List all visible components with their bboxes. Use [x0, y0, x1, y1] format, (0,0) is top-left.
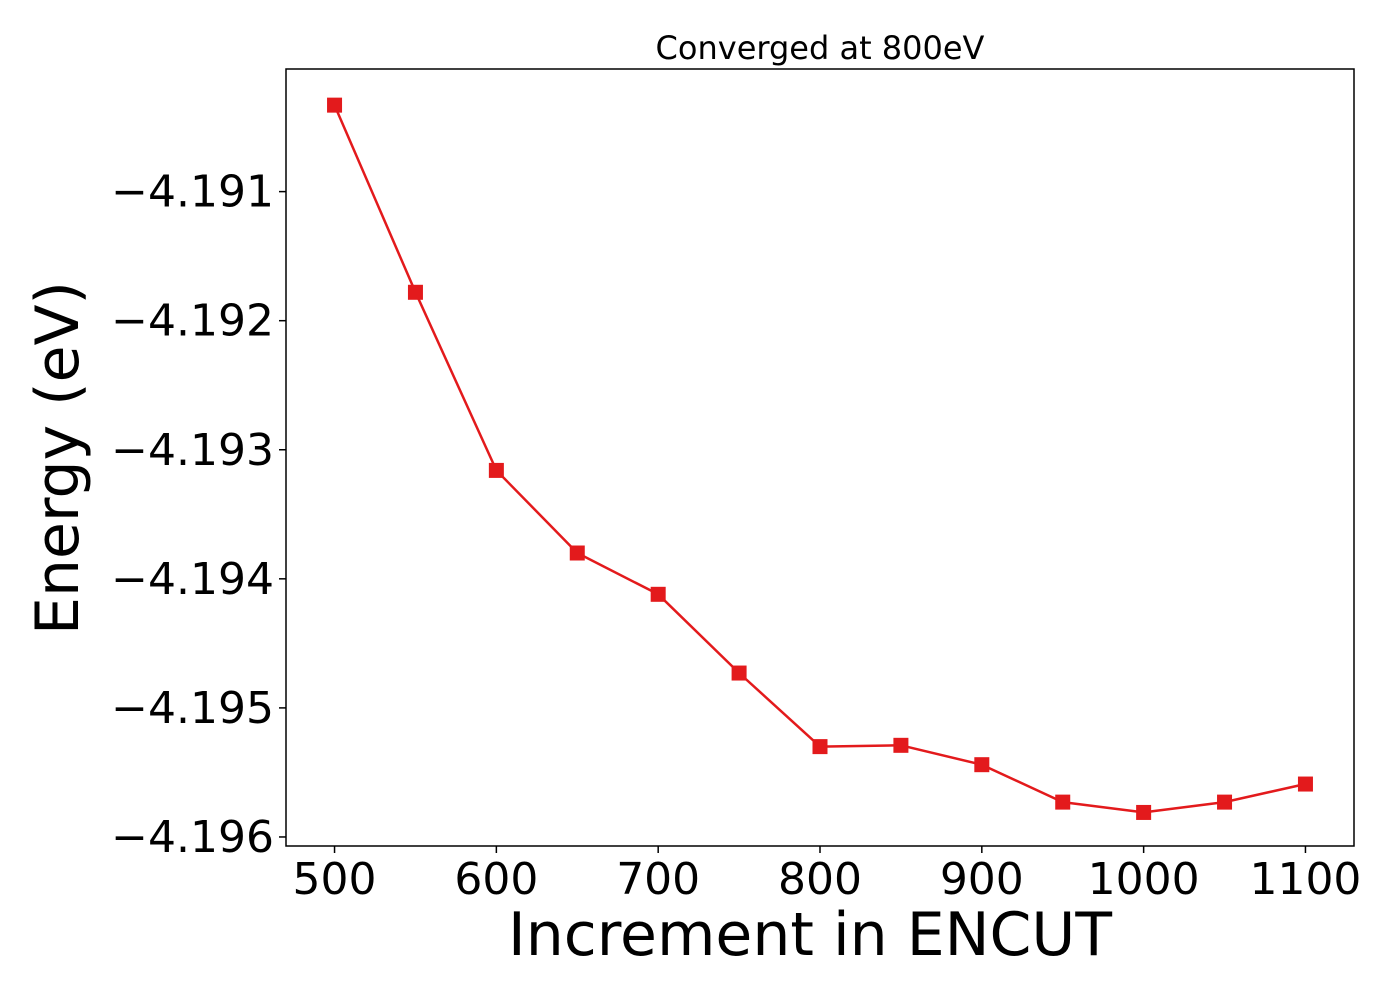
x-tick-label: 500 [293, 854, 377, 905]
x-axis-ticks: 500 600 700 800 900 1000 1100 [293, 846, 1361, 905]
data-point-marker [327, 97, 343, 113]
data-point-marker [1055, 794, 1071, 810]
data-point-marker [569, 545, 585, 561]
y-tick-label: −4.194 [111, 554, 274, 605]
y-tick-label: −4.193 [111, 425, 274, 476]
data-point-marker [650, 586, 666, 602]
y-axis-ticks: −4.191 −4.192 −4.193 −4.194 −4.195 −4.196 [111, 167, 286, 863]
y-tick-label: −4.191 [111, 167, 274, 218]
data-point-marker [812, 739, 828, 755]
x-tick-label: 800 [778, 854, 862, 905]
data-point-marker [1297, 776, 1313, 792]
data-point-marker [731, 665, 747, 681]
y-tick-label: −4.196 [111, 812, 274, 863]
series-line [333, 104, 1306, 814]
data-point-marker [1217, 794, 1233, 810]
y-tick-label: −4.195 [111, 683, 274, 734]
x-tick-label: 700 [616, 854, 700, 905]
chart-title: Converged at 800eV [656, 29, 985, 67]
data-point-marker [974, 757, 990, 773]
x-tick-label: 600 [454, 854, 538, 905]
x-axis-label: Increment in ENCUT [508, 900, 1112, 970]
y-axis-label: Energy (eV) [23, 281, 93, 635]
y-tick-label: −4.192 [111, 296, 274, 347]
data-point-marker [893, 737, 909, 753]
data-point-marker [488, 462, 504, 478]
x-tick-label: 1000 [1088, 854, 1200, 905]
x-tick-label: 1100 [1249, 854, 1361, 905]
data-point-marker [407, 284, 423, 300]
plot-area-frame [285, 68, 1355, 847]
series-layer [327, 97, 1313, 820]
x-tick-label: 900 [940, 854, 1024, 905]
data-point-marker [1136, 804, 1152, 820]
